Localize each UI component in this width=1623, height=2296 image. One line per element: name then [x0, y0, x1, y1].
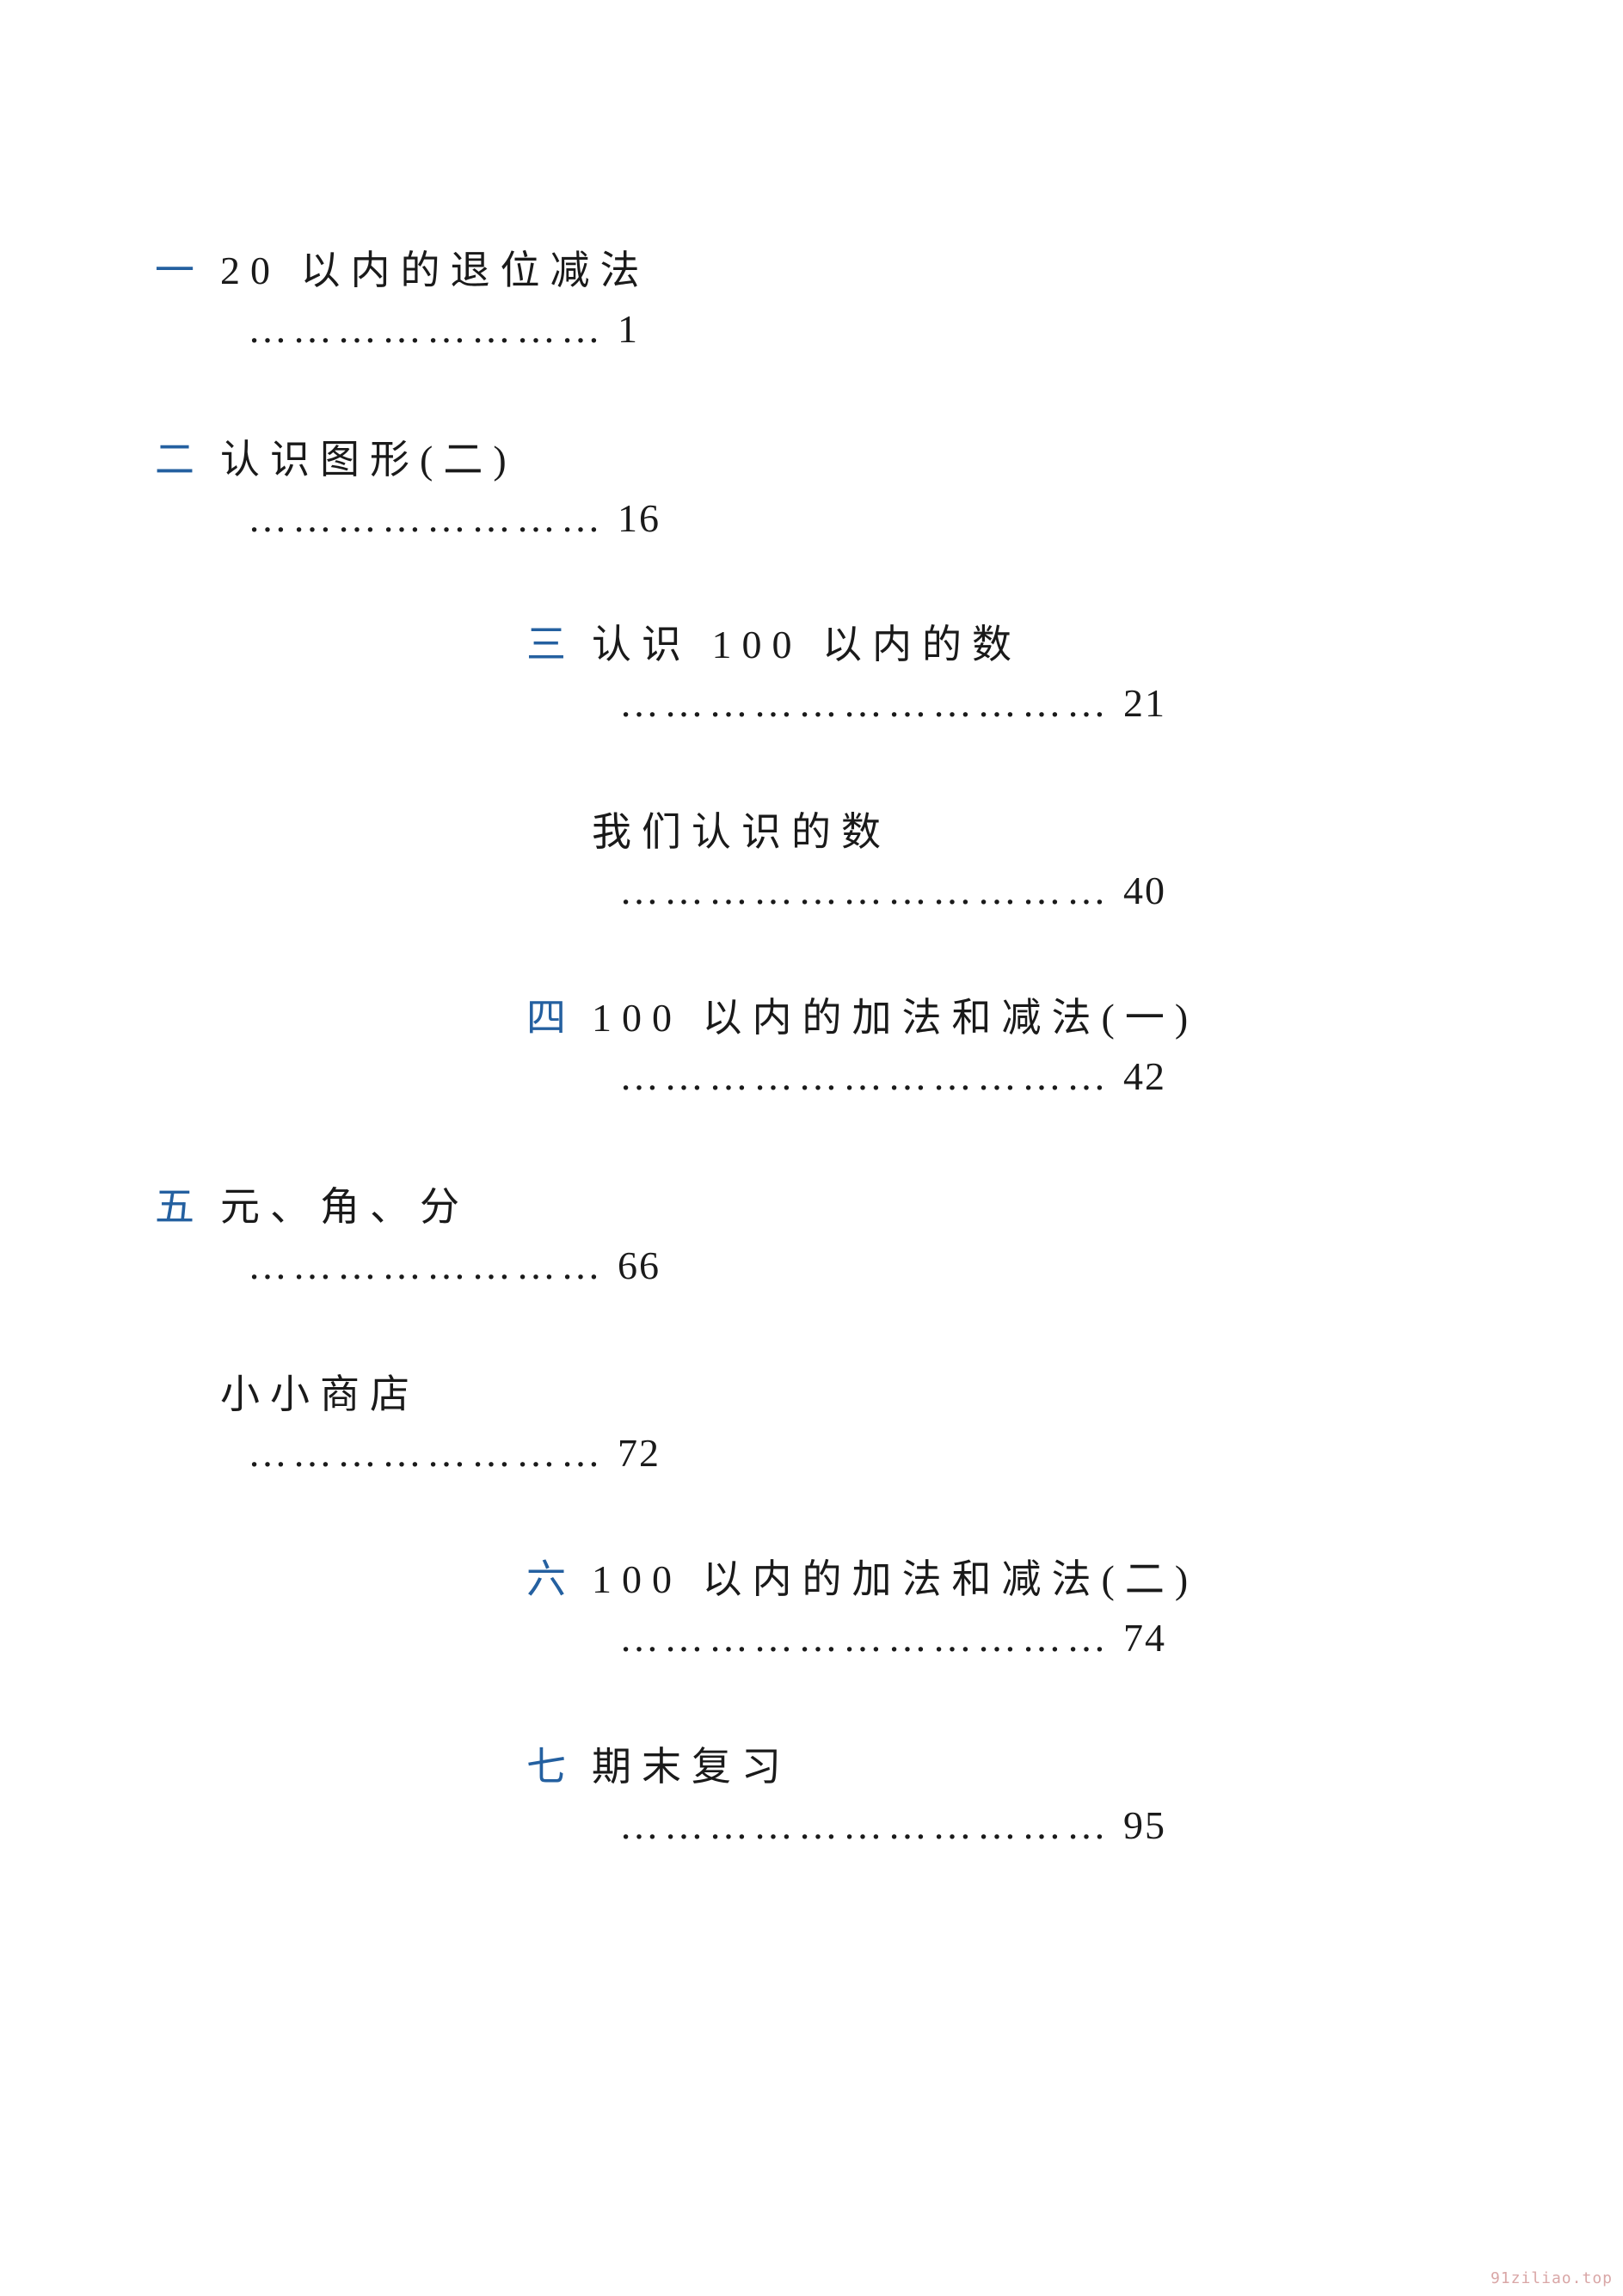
chapter-number: 三: [526, 613, 568, 670]
toc-entry: 四 100 以内的加法和减法(一) …………………………… 42: [526, 986, 1198, 1099]
toc-entry: 五元、角、分 …………………… 66: [155, 1176, 661, 1288]
chapter-title: 100 以内的加法和减法(二): [592, 1548, 1198, 1605]
toc-entry-dots-line: …………………………… 42: [526, 1053, 1198, 1099]
toc-entry-title-line: 二认识图形(二): [155, 428, 661, 485]
chapter-title: 我们认识的数: [592, 801, 891, 857]
chapter-number: 四: [526, 986, 568, 1043]
dots-leader: ……………………: [248, 1243, 606, 1288]
chapter-number: 五: [155, 1176, 196, 1232]
toc-entry-dots-line: …………………………… 74: [526, 1615, 1198, 1661]
toc-entry-title-line: 七期末复习: [526, 1735, 1166, 1792]
toc-entry-dots-line: …………………… 72: [155, 1430, 661, 1476]
page-number: 40: [1123, 868, 1166, 913]
page-number: 1: [618, 306, 639, 352]
toc-entry-title-line: 五元、角、分: [155, 1176, 661, 1232]
chapter-number: 一: [155, 239, 196, 296]
toc-entry-dots-line: …………………………… 40: [526, 868, 1166, 913]
dots-leader: ……………………: [248, 306, 606, 352]
toc-entry-dots-line: …………………………… 95: [526, 1802, 1166, 1848]
page-number: 72: [618, 1430, 661, 1476]
dots-leader: ……………………: [248, 495, 606, 541]
chapter-title: 小小商店: [220, 1363, 420, 1420]
toc-entry: 一我们认识的数 …………………………… 40: [526, 801, 1166, 913]
page-number: 21: [1123, 680, 1166, 726]
dots-leader: ……………………………: [619, 1053, 1111, 1099]
toc-entry: 三认识 100 以内的数 …………………………… 21: [526, 613, 1166, 726]
chapter-number: 二: [155, 428, 196, 485]
toc-entry-dots-line: …………………… 1: [155, 306, 650, 352]
watermark-text: 91ziliao.top: [1491, 2269, 1613, 2287]
toc-entry-title-line: 三认识 100 以内的数: [526, 613, 1166, 670]
dots-leader: ……………………: [248, 1430, 606, 1476]
toc-entry-title-line: 六 100 以内的加法和减法(二): [526, 1548, 1198, 1605]
toc-entry: 二认识图形(二) …………………… 16: [155, 428, 661, 541]
toc-entry-dots-line: …………………… 16: [155, 495, 661, 541]
chapter-number: 六: [526, 1548, 568, 1605]
chapter-title: 元、角、分: [220, 1176, 470, 1232]
page-number: 74: [1123, 1615, 1166, 1661]
toc-entry-dots-line: …………………………… 21: [526, 680, 1166, 726]
toc-entry: 六 100 以内的加法和减法(二) …………………………… 74: [526, 1548, 1198, 1661]
page-number: 95: [1123, 1802, 1166, 1848]
toc-entry-dots-line: …………………… 66: [155, 1243, 661, 1288]
dots-leader: ……………………………: [619, 868, 1111, 913]
toc-entry-title-line: 一小小商店: [155, 1363, 661, 1420]
toc-entry: 一小小商店 …………………… 72: [155, 1363, 661, 1476]
chapter-title: 认识 100 以内的数: [592, 613, 1022, 670]
toc-page: 一20 以内的退位减法……………………1二认识图形(二)……………………16三认…: [0, 0, 1623, 2296]
chapter-title: 20 以内的退位减法: [220, 239, 650, 296]
chapter-title: 期末复习: [592, 1735, 791, 1792]
toc-entry: 一 20 以内的退位减法 …………………… 1: [155, 239, 650, 352]
toc-entry-title-line: 一我们认识的数: [526, 801, 1166, 857]
toc-entry: 七期末复习 …………………………… 95: [526, 1735, 1166, 1848]
chapter-title: 100 以内的加法和减法(一): [592, 986, 1198, 1043]
dots-leader: ……………………………: [619, 1802, 1111, 1848]
dots-leader: ……………………………: [619, 680, 1111, 726]
page-number: 16: [618, 495, 661, 541]
chapter-number: 七: [526, 1735, 568, 1792]
dots-leader: ……………………………: [619, 1615, 1111, 1661]
page-number: 66: [618, 1243, 661, 1288]
toc-entry-title-line: 一 20 以内的退位减法: [155, 239, 650, 296]
chapter-title: 认识图形(二): [220, 428, 517, 485]
page-number: 42: [1123, 1053, 1166, 1099]
toc-entry-title-line: 四 100 以内的加法和减法(一): [526, 986, 1198, 1043]
